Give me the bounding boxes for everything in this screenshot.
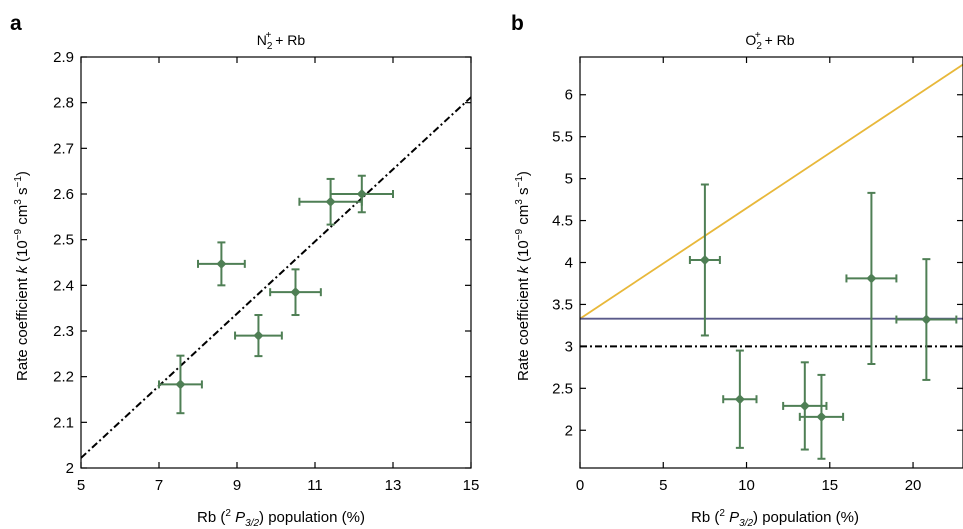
panel-a: a N2+ + Rb 5 7 9 11 13 1522.12.22.32.42.52.62… bbox=[10, 12, 479, 529]
panel-a-y-tick-label-6: 2.5 bbox=[53, 232, 74, 249]
panel-a-title-sup: + bbox=[265, 30, 271, 41]
diamond-marker bbox=[866, 273, 877, 284]
diamond-marker bbox=[290, 287, 301, 298]
diamond-marker bbox=[356, 189, 367, 199]
panel-a-y-tick-label-9: 2.8 bbox=[53, 95, 74, 112]
panel-b-title: O2+ + Rb bbox=[745, 30, 794, 52]
panel-a-x-tick-label-2: 7 bbox=[155, 477, 163, 494]
diamond-marker bbox=[253, 330, 264, 341]
panel-a-y-tick-label-3: 2.2 bbox=[53, 369, 74, 386]
panel-b-letter: b bbox=[511, 12, 524, 35]
diamond-marker bbox=[799, 400, 810, 411]
panel-a-data-point-6 bbox=[329, 174, 394, 214]
panel-a-data-point-5 bbox=[298, 177, 363, 226]
panel-a-y-tick-label-8: 2.7 bbox=[53, 140, 74, 157]
diamond-marker bbox=[921, 314, 932, 325]
panel-a-title: N2+ + Rb bbox=[257, 30, 306, 52]
diamond-marker bbox=[699, 254, 710, 265]
panel-b-title-base: O bbox=[745, 32, 756, 48]
panel-a-axes: 5 7 9 11 13 15 2 2.1 2.2 2.3 2.4 2.5 2.6 2.7 2.8 2.9 bbox=[53, 49, 479, 494]
panel-b-ylabel: Rate coefficient k (10−9 cm3 s−1) bbox=[514, 171, 532, 381]
panel-b-data-point-2 bbox=[722, 349, 758, 449]
panel-b-y-tick-label-3: 3 bbox=[565, 338, 573, 355]
panel-a-x-tick-label-1: 5 bbox=[77, 477, 85, 494]
diamond-marker bbox=[734, 394, 745, 405]
panel-a-title-rest: + Rb bbox=[271, 32, 305, 48]
panel-a-line-1 bbox=[81, 96, 471, 459]
panel-a-y-tick-label-2: 2.1 bbox=[53, 414, 74, 431]
panel-b-x-tick-label-5: 20 bbox=[905, 477, 922, 494]
panel-b-data-point-3 bbox=[782, 361, 828, 451]
panel-a-plot-area bbox=[81, 96, 471, 459]
panel-b-x-tick-label-2: 5 bbox=[659, 477, 667, 494]
panel-b-data-point-6 bbox=[895, 258, 958, 381]
diamond-marker bbox=[816, 411, 827, 422]
diamond-marker bbox=[216, 258, 227, 269]
panel-b-x-tick-label-3: 10 bbox=[738, 477, 755, 494]
panel-a-y-tick-label-4: 2.3 bbox=[53, 323, 74, 340]
panel-a-x-tick-label-3: 9 bbox=[233, 477, 241, 494]
panel-a-y-tick-label-10: 2.9 bbox=[53, 49, 74, 66]
panel-b-plot-area bbox=[580, 63, 963, 460]
panel-b-y-tick-label-9: 6 bbox=[565, 87, 573, 104]
panel-b-xlabel: Rb (2 P3/2) population (%) bbox=[691, 508, 859, 529]
panel-a-data-point-1 bbox=[158, 354, 203, 415]
panel-a-y-tick-label-7: 2.6 bbox=[53, 186, 74, 203]
panel-b-data-point-1 bbox=[688, 183, 721, 337]
panel-b-y-tick-label-2: 2.5 bbox=[552, 380, 573, 397]
panel-a-frame bbox=[80, 56, 472, 469]
panel-a-y-tick-label-1: 2 bbox=[66, 460, 74, 477]
panel-b-data-point-4 bbox=[798, 373, 845, 460]
panel-a-letter: a bbox=[10, 12, 22, 35]
panel-b-line-1 bbox=[580, 63, 963, 320]
panel-b-axes: 0 5 10 15 20 2 2.5 3 3.5 4 4.5 5 5.5 6 bbox=[552, 56, 963, 494]
panel-b-y-tick-label-6: 4.5 bbox=[552, 213, 573, 230]
panel-b-y-tick-label-1: 2 bbox=[565, 422, 573, 439]
panel-a-x-tick-label-5: 13 bbox=[385, 477, 402, 494]
panel-a-xlabel: Rb (2 P3/2) population (%) bbox=[197, 508, 365, 529]
diamond-marker bbox=[175, 379, 186, 390]
panel-a-title-base: N bbox=[257, 32, 267, 48]
panel-b-y-tick-label-5: 4 bbox=[565, 255, 573, 272]
panel-b-x-tick-label-1: 0 bbox=[576, 477, 584, 494]
diamond-marker bbox=[325, 196, 336, 207]
panel-a-data-point-2 bbox=[197, 241, 246, 287]
panel-a-x-tick-label-4: 11 bbox=[307, 477, 323, 494]
panel-b-y-tick-label-8: 5.5 bbox=[552, 129, 573, 146]
panel-a-x-tick-label-6: 15 bbox=[463, 477, 480, 494]
panel-b-title-sup: + bbox=[755, 30, 761, 41]
panel-b-data-point-5 bbox=[845, 191, 898, 365]
panel-a-data-point-3 bbox=[234, 314, 283, 358]
panel-b-title-sub: 2 bbox=[756, 41, 762, 52]
panel-a-ylabel: Rate coefficient k (10−9 cm3 s−1) bbox=[13, 171, 31, 381]
panel-b-title-rest: + Rb bbox=[761, 32, 795, 48]
panel-a-title-sub: 2 bbox=[267, 41, 273, 52]
panel-b-y-tick-label-7: 5 bbox=[565, 171, 573, 188]
panel-b-y-tick-label-4: 3.5 bbox=[552, 296, 573, 313]
panel-a-data-point-4 bbox=[269, 268, 322, 317]
panel-b-x-tick-label-4: 15 bbox=[821, 477, 838, 494]
panel-b-frame bbox=[579, 56, 963, 469]
panel-a-y-tick-label-5: 2.4 bbox=[53, 277, 74, 294]
